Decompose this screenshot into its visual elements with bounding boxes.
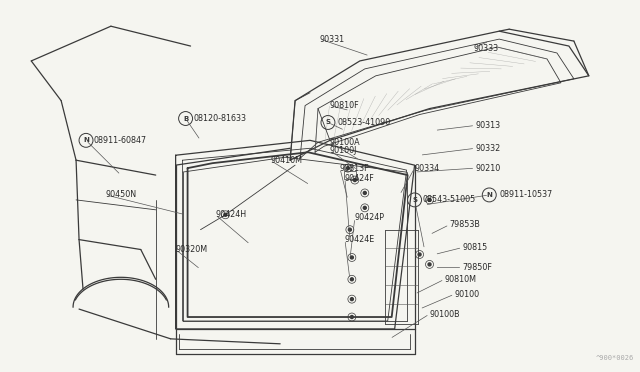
Text: 79850F: 79850F	[462, 263, 492, 272]
Circle shape	[350, 256, 353, 259]
Bar	[344, 171, 356, 179]
Text: 90424P: 90424P	[355, 213, 385, 222]
Circle shape	[353, 179, 356, 182]
Circle shape	[350, 315, 353, 318]
Text: ^900*0026: ^900*0026	[595, 355, 634, 361]
Text: 90313: 90313	[476, 121, 500, 130]
Text: 90450N: 90450N	[106, 190, 137, 199]
Text: 90810M: 90810M	[444, 275, 476, 284]
Text: S: S	[412, 197, 417, 203]
Circle shape	[350, 298, 353, 301]
Text: 90424E: 90424E	[345, 235, 375, 244]
Text: 08911-60847: 08911-60847	[94, 136, 147, 145]
Text: 90334: 90334	[415, 164, 440, 173]
Text: S: S	[326, 119, 330, 125]
Text: 90815: 90815	[462, 243, 488, 252]
Text: 90424F: 90424F	[345, 174, 374, 183]
Text: 08911-10537: 08911-10537	[499, 190, 552, 199]
Text: 08523-41090: 08523-41090	[338, 118, 391, 127]
Text: 79853B: 79853B	[449, 220, 480, 229]
Text: 90410M: 90410M	[270, 156, 302, 165]
Text: 90810F: 90810F	[330, 101, 360, 110]
Text: 90100: 90100	[454, 290, 479, 299]
Circle shape	[364, 192, 366, 195]
Circle shape	[346, 167, 349, 170]
Text: 90100J: 90100J	[330, 146, 357, 155]
Text: B: B	[183, 116, 188, 122]
Text: N: N	[83, 137, 89, 143]
Circle shape	[348, 228, 351, 231]
Circle shape	[364, 206, 366, 209]
Text: N: N	[486, 192, 492, 198]
Circle shape	[418, 253, 421, 256]
Text: 90332: 90332	[476, 144, 500, 153]
Text: 90100B: 90100B	[429, 310, 460, 318]
Circle shape	[350, 278, 353, 281]
Circle shape	[428, 198, 431, 201]
Text: 90320M: 90320M	[175, 245, 208, 254]
Circle shape	[224, 213, 227, 216]
Text: 90100A: 90100A	[330, 138, 360, 147]
Text: 08543-51005: 08543-51005	[422, 195, 476, 204]
Text: 90813F: 90813F	[340, 164, 369, 173]
Text: 90331: 90331	[320, 35, 345, 44]
Text: 90333: 90333	[474, 44, 499, 52]
Text: 90424H: 90424H	[216, 210, 246, 219]
Circle shape	[428, 263, 431, 266]
Text: 90210: 90210	[476, 164, 500, 173]
Text: 08120-81633: 08120-81633	[193, 114, 246, 123]
